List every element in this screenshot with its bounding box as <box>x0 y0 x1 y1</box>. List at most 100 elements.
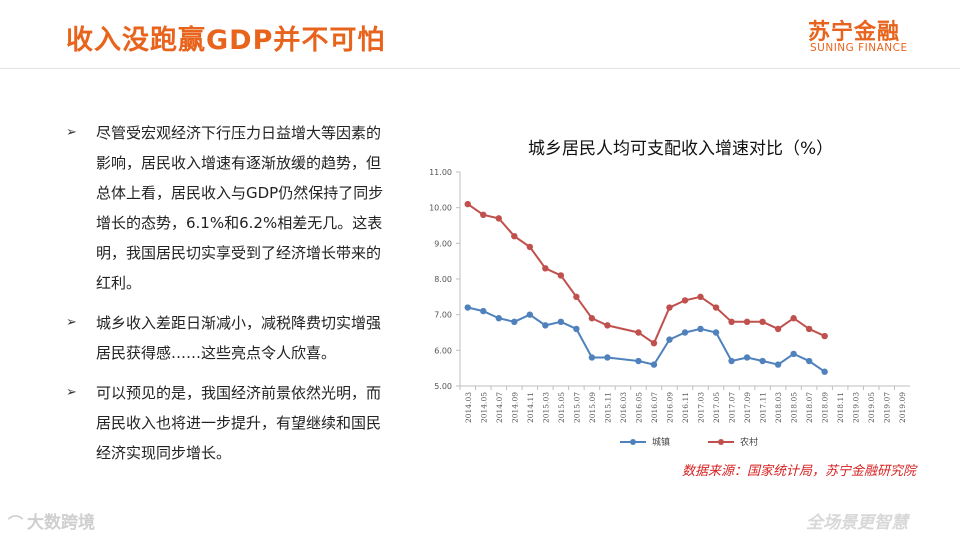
watermark-right: 全场景更智慧 <box>806 513 908 533</box>
data-point-urban <box>681 329 689 336</box>
page-title: 收入没跑赢GDP并不可怕 <box>66 25 386 56</box>
data-point-rural <box>712 304 720 311</box>
x-tick-label: 2016.11 <box>681 392 690 423</box>
y-tick-label: 10.00 <box>429 204 452 213</box>
bullet-text-1: 尽管受宏观经济下行压力日益增大等因素的影响，居民收入增速有逐渐放缓的趋势，但总体… <box>96 124 384 292</box>
y-tick-label: 8.00 <box>434 275 452 284</box>
bullet-arrow-icon: ➢ <box>66 385 77 400</box>
data-point-urban <box>790 350 797 358</box>
x-tick-label: 2019.05 <box>867 392 876 423</box>
x-tick-label: 2014.03 <box>464 392 473 423</box>
data-point-rural <box>650 340 658 347</box>
data-point-urban <box>774 361 782 368</box>
x-tick-label: 2019.03 <box>852 392 861 423</box>
x-tick-label: 2015.05 <box>557 392 566 423</box>
bullet-item-3: ➢ 可以预见的是，我国经济前景依然光明，而居民收入也将进一步提升，有望继续和国民… <box>66 378 386 468</box>
logo-name-en: SUNING FINANCE <box>810 42 908 54</box>
x-tick-label: 2016.09 <box>665 392 674 423</box>
data-point-rural <box>790 315 797 322</box>
series-line-urban <box>467 306 826 373</box>
y-tick-label: 6.00 <box>434 346 452 355</box>
legend-marker <box>630 439 636 445</box>
data-point-urban <box>650 361 658 368</box>
bullet-arrow-icon: ➢ <box>66 125 77 140</box>
data-point-urban <box>480 307 487 315</box>
bullet-text-3: 可以预见的是，我国经济前景依然光明，而居民收入也将进一步提升，有望继续和国民经济… <box>96 384 382 462</box>
x-tick-label: 2015.07 <box>572 392 581 423</box>
data-point-rural <box>480 211 487 218</box>
data-point-rural <box>743 318 751 325</box>
x-tick-label: 2015.11 <box>603 392 612 423</box>
x-tick-label: 2014.09 <box>510 392 519 423</box>
data-point-urban <box>511 318 518 325</box>
watermark-logo-icon: ⌒ <box>8 514 24 532</box>
data-point-rural <box>681 297 689 304</box>
data-point-urban <box>604 354 611 361</box>
data-point-rural <box>573 293 580 301</box>
suning-logo: 苏宁金融 SUNING FINANCE <box>808 14 938 60</box>
bullet-item-1: ➢ 尽管受宏观经济下行压力日益增大等因素的影响，居民收入增速有逐渐放缓的趋势，但… <box>66 118 386 298</box>
data-point-urban <box>557 318 565 325</box>
x-tick-label: 2017.11 <box>759 392 768 423</box>
x-tick-label: 2014.07 <box>495 392 504 423</box>
x-tick-label: 2018.05 <box>790 392 799 423</box>
data-point-urban <box>464 304 471 311</box>
data-point-urban <box>712 329 720 336</box>
data-point-urban <box>588 354 596 361</box>
bullet-text-2: 城乡收入差距日渐减小，减税降费切实增强居民获得感……这些亮点令人欣喜。 <box>96 314 382 362</box>
data-point-urban <box>743 354 751 361</box>
data-point-rural <box>697 293 704 301</box>
data-point-urban <box>526 311 534 318</box>
data-point-rural <box>495 215 502 222</box>
data-point-rural <box>805 325 813 333</box>
data-point-urban <box>495 315 502 322</box>
x-tick-label: 2014.11 <box>526 392 535 423</box>
data-point-rural <box>464 200 471 208</box>
data-point-urban <box>697 325 704 333</box>
data-point-rural <box>635 329 642 336</box>
logo-name-cn: 苏宁金融 <box>808 20 901 45</box>
data-point-urban <box>728 357 735 365</box>
x-tick-label: 2016.03 <box>619 392 628 423</box>
data-source: 数据来源：国家统计局，苏宁金融研究院 <box>682 464 917 479</box>
header: 收入没跑赢GDP并不可怕 苏宁金融 SUNING FINANCE <box>0 0 960 70</box>
x-tick-label: 2015.03 <box>541 392 550 423</box>
header-divider <box>0 68 960 69</box>
x-tick-label: 2018.09 <box>821 392 830 423</box>
data-point-rural <box>821 332 828 340</box>
legend-marker <box>718 439 724 445</box>
series-line-rural <box>467 203 826 345</box>
x-tick-label: 2019.09 <box>898 392 907 423</box>
data-point-rural <box>511 233 518 240</box>
data-point-urban <box>573 325 580 333</box>
data-point-urban <box>635 357 642 365</box>
y-tick-label: 5.00 <box>434 382 452 391</box>
x-tick-label: 2014.05 <box>479 392 488 423</box>
data-point-rural <box>728 318 735 325</box>
data-point-rural <box>542 265 549 272</box>
data-point-urban <box>542 322 549 329</box>
x-tick-label: 2017.05 <box>712 392 721 423</box>
y-tick-label: 11.00 <box>429 168 452 177</box>
data-point-urban <box>759 357 766 365</box>
data-point-rural <box>666 304 673 311</box>
x-tick-label: 2019.07 <box>883 392 892 423</box>
income-growth-line-chart: 5.00 6.00 7.00 8.00 9.00 10.00 11.00 2014.03 201… <box>429 168 910 448</box>
x-tick-label: 2017.03 <box>697 392 706 423</box>
x-tick-label: 2017.09 <box>743 392 752 423</box>
chart-title: 城乡居民人均可支配收入增速对比（%） <box>528 139 834 159</box>
y-tick-label: 7.00 <box>434 311 452 320</box>
watermark-left-text: 大数跨境 <box>27 513 96 533</box>
data-point-rural <box>759 318 766 325</box>
data-point-urban <box>805 357 813 365</box>
x-tick-label: 2018.07 <box>805 392 814 423</box>
legend-label: 城镇 <box>652 436 670 448</box>
data-point-rural <box>604 322 611 329</box>
x-tick-label: 2016.05 <box>634 392 643 423</box>
y-tick-label: 9.00 <box>434 239 452 248</box>
x-tick-label: 2018.03 <box>774 392 783 423</box>
x-tick-label: 2016.07 <box>650 392 659 423</box>
bullet-list: ➢ 尽管受宏观经济下行压力日益增大等因素的影响，居民收入增速有逐渐放缓的趋势，但… <box>66 118 386 478</box>
data-point-rural <box>588 315 596 322</box>
x-tick-label: 2017.07 <box>728 392 737 423</box>
